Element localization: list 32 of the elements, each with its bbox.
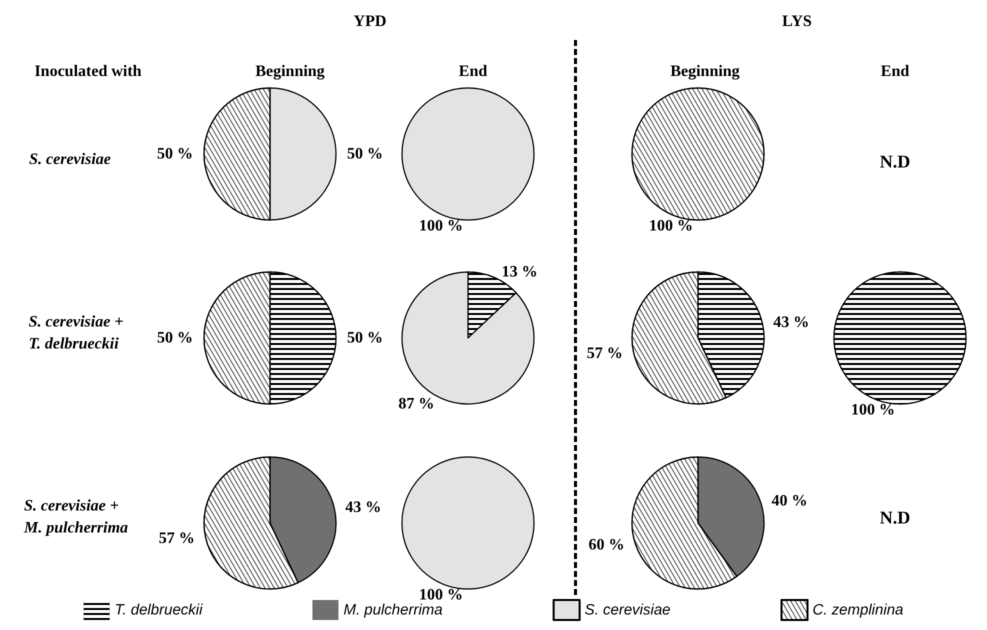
legend-label: M. pulcherrima (343, 602, 443, 618)
data-label: 50 % (347, 330, 383, 346)
text: End (458, 62, 488, 82)
data-label: 50 % (157, 330, 193, 346)
data-label: 43 % (345, 498, 382, 516)
text: YPD (354, 12, 386, 32)
text: N.D (880, 150, 910, 174)
text: S. cerevisiae + T. delbrueckii (28, 312, 124, 355)
legend-label: T. delbrueckii (114, 602, 204, 618)
text: Inoculated with (34, 62, 142, 82)
legend-label: S. cerevisiae (584, 602, 671, 618)
data-label: 43 % (773, 314, 810, 331)
data-label: 13 % (502, 263, 538, 280)
data-label: 100 % (419, 218, 463, 234)
data-label: 50 % (157, 146, 193, 162)
data-label: 40 % (771, 492, 808, 510)
data-label: 100 % (649, 218, 693, 234)
text: Beginning (670, 62, 740, 82)
data-label: 100 % (419, 586, 463, 604)
data-label: 87 % (398, 396, 434, 413)
data-label: 60 % (588, 536, 625, 554)
data-label: 57 % (158, 530, 195, 548)
text: N.D (880, 506, 910, 530)
data-label: 100 % (851, 402, 895, 418)
data-label: 57 % (586, 345, 623, 362)
text: S. cerevisiae + M. pulcherrima (24, 496, 128, 539)
text: LYS (782, 12, 812, 32)
text: S. cerevisiae (29, 150, 111, 170)
text: End (880, 62, 910, 82)
data-label: 50 % (347, 146, 383, 162)
legend-label: C. zemplinina (812, 602, 904, 618)
text: Beginning (255, 62, 325, 82)
